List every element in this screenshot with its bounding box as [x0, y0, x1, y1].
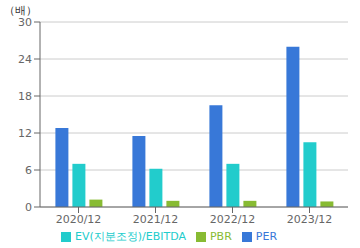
- svg-text:24: 24: [18, 53, 32, 66]
- svg-text:18: 18: [18, 90, 32, 103]
- html-text:PER: PER: [255, 230, 277, 243]
- svg-text:12: 12: [18, 127, 32, 140]
- svg-text:30: 30: [18, 16, 32, 29]
- svg-text:2023/12: 2023/12: [287, 213, 333, 226]
- svg-text:2020/12: 2020/12: [56, 213, 102, 226]
- html-text:PBR: PBR: [210, 230, 232, 243]
- html-text:EV(지분조정)/EBITDA: EV(지분조정)/EBITDA: [75, 230, 186, 243]
- svg-text:6: 6: [25, 164, 32, 177]
- svg-text:2021/12: 2021/12: [133, 213, 179, 226]
- svg-text:2022/12: 2022/12: [210, 213, 256, 226]
- svg-text:0: 0: [25, 201, 32, 214]
- svg-text:（배）: （배）: [8, 4, 37, 17]
